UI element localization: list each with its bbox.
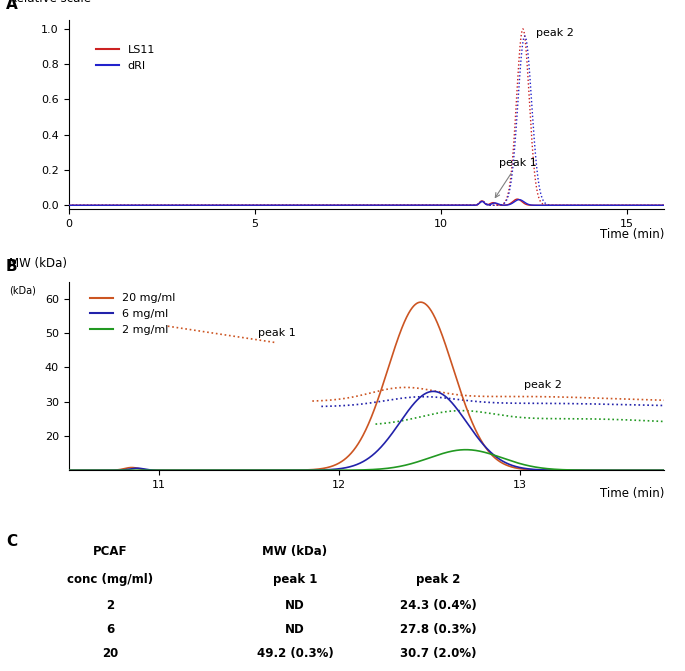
Text: MW (kDa): MW (kDa) [9, 257, 67, 270]
Text: conc (mg/ml): conc (mg/ml) [67, 573, 153, 586]
Legend: LS11, dRI: LS11, dRI [92, 41, 160, 75]
Text: ND: ND [285, 599, 305, 612]
Text: peak 2: peak 2 [536, 28, 574, 38]
Text: MW (kDa): MW (kDa) [262, 546, 327, 558]
Text: 49.2 (0.3%): 49.2 (0.3%) [257, 647, 334, 660]
Text: Relative scale: Relative scale [9, 0, 91, 5]
Text: 30.7 (2.0%): 30.7 (2.0%) [400, 647, 476, 660]
Text: 20: 20 [102, 647, 119, 660]
Text: Time (min): Time (min) [600, 227, 664, 241]
Text: peak 1: peak 1 [495, 158, 536, 197]
Text: PCAF: PCAF [93, 546, 127, 558]
Text: 6: 6 [106, 623, 114, 636]
Text: peak 2: peak 2 [416, 573, 460, 586]
Text: 2: 2 [106, 599, 114, 612]
Text: (kDa): (kDa) [9, 285, 36, 295]
Text: ND: ND [285, 623, 305, 636]
Text: 27.8 (0.3%): 27.8 (0.3%) [399, 623, 476, 636]
Text: A: A [6, 0, 18, 13]
Text: 24.3 (0.4%): 24.3 (0.4%) [399, 599, 476, 612]
Text: C: C [6, 534, 17, 550]
Legend: 20 mg/ml, 6 mg/ml, 2 mg/ml: 20 mg/ml, 6 mg/ml, 2 mg/ml [86, 289, 179, 339]
Text: B: B [6, 259, 18, 274]
Text: peak 2: peak 2 [523, 380, 562, 390]
Text: peak 1: peak 1 [258, 329, 296, 338]
Text: peak 1: peak 1 [273, 573, 317, 586]
Text: Time (min): Time (min) [600, 487, 664, 501]
